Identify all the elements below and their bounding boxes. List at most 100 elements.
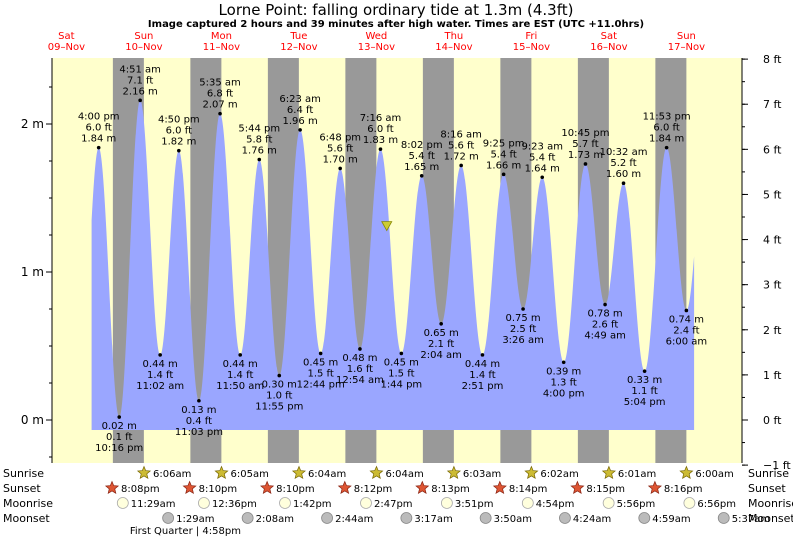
tide-point — [480, 353, 485, 357]
tide-m-label: 1.84 m — [81, 134, 116, 145]
tide-time-label: 1:44 pm — [380, 379, 422, 390]
moonset-icon — [559, 512, 571, 524]
sunset-time: 8:10pm — [276, 484, 315, 495]
tide-time-label: 8:16 am — [440, 129, 482, 140]
tide-time-label: 4:49 am — [584, 331, 626, 342]
tide-point — [664, 145, 669, 150]
tide-time-label: 11:03 pm — [175, 427, 223, 438]
day-label: Sun — [677, 31, 696, 42]
tide-ft-label: 2.6 ft — [592, 320, 618, 331]
moonset-row-label-right: Moonset — [748, 512, 793, 525]
moonset-icon — [241, 512, 254, 524]
tide-point — [642, 369, 647, 373]
right-tick-label: 8 ft — [763, 53, 782, 66]
tide-point — [439, 322, 443, 326]
tide-time-label: 4:00 pm — [543, 388, 585, 399]
moonset-time: 3:50am — [494, 514, 532, 525]
sunrise-icon — [524, 465, 539, 480]
sunrise-icon — [214, 465, 229, 480]
tide-point — [117, 415, 122, 419]
tide-time-label: 6:48 pm — [319, 132, 361, 143]
moonset-time: 1:29am — [176, 514, 214, 525]
tide-ft-label: 5.4 ft — [409, 151, 435, 162]
tide-point — [501, 172, 506, 177]
tide-ft-label: 7.1 ft — [127, 75, 153, 86]
date-label: 12–Nov — [280, 42, 317, 53]
moonrise-icon — [198, 497, 210, 509]
tide-time-label: 7:16 am — [360, 113, 402, 124]
tide-time-label: 4:51 am — [119, 64, 161, 75]
tide-m-label: 0.48 m — [342, 353, 377, 364]
moonrise-icon — [116, 497, 129, 509]
moonset-icon — [162, 512, 175, 524]
tide-m-label: 0.78 m — [587, 309, 622, 320]
day-label: Sat — [601, 31, 617, 42]
tide-m-label: 0.44 m — [465, 359, 500, 370]
moonrise-time: 2:47pm — [374, 499, 413, 510]
tide-time-label: 11:02 am — [136, 381, 184, 392]
tide-m-label: 0.74 m — [669, 314, 704, 325]
tide-ft-label: 6.0 ft — [653, 123, 679, 134]
moonset-time: 4:24am — [573, 514, 611, 525]
tide-ft-label: 5.6 ft — [448, 140, 474, 151]
tide-m-label: 1.64 m — [525, 163, 560, 174]
tide-time-label: 11:50 am — [216, 381, 264, 392]
tide-time-label: 5:04 pm — [624, 397, 666, 408]
tide-point — [338, 166, 342, 171]
moonrise-time: 6:56pm — [697, 499, 736, 510]
moonset-time: 4:59am — [652, 514, 690, 525]
tide-time-label: 2:51 pm — [462, 381, 504, 392]
tide-ft-label: 1.6 ft — [347, 364, 373, 375]
tide-point — [257, 157, 262, 162]
tide-ft-label: 5.8 ft — [246, 135, 272, 146]
tide-point — [378, 147, 383, 151]
right-tick-label: 2 ft — [763, 324, 782, 337]
sunrise-row-label-right: Sunrise — [748, 467, 789, 480]
tide-ft-label: 1.4 ft — [469, 370, 495, 381]
moonrise-icon — [521, 497, 534, 509]
sunset-icon — [415, 480, 430, 495]
sunset-icon — [570, 480, 585, 495]
tide-point — [603, 302, 607, 307]
tide-ft-label: 1.3 ft — [551, 377, 577, 388]
moonrise-icon — [683, 497, 696, 509]
tide-m-label: 1.66 m — [486, 160, 521, 171]
moonrise-time: 3:51pm — [455, 499, 494, 510]
tide-point — [318, 351, 323, 356]
tide-m-label: 1.73 m — [568, 150, 603, 161]
tide-m-label: 1.72 m — [444, 151, 479, 162]
tide-ft-label: 6.0 ft — [86, 123, 112, 134]
sunset-time: 8:08pm — [121, 484, 160, 495]
tide-ft-label: 2.1 ft — [428, 339, 454, 350]
sunrise-icon — [679, 465, 694, 480]
tide-time-label: 4:00 pm — [78, 112, 120, 123]
tide-ft-label: 0.1 ft — [106, 432, 132, 443]
chart-title: Lorne Point: falling ordinary tide at 1.… — [219, 1, 574, 19]
tide-m-label: 0.02 m — [102, 421, 137, 432]
right-tick-label: −1 ft — [763, 459, 791, 472]
tide-point — [684, 308, 689, 313]
tide-ft-label: 1.0 ft — [266, 391, 292, 402]
tide-time-label: 12:54 am — [336, 375, 384, 386]
right-tick-label: 7 ft — [763, 98, 782, 111]
tide-m-label: 0.30 m — [262, 380, 297, 391]
tide-ft-label: 1.5 ft — [307, 368, 333, 379]
sunset-icon — [104, 480, 120, 495]
tide-ft-label: 6.0 ft — [166, 126, 192, 137]
tide-m-label: 1.70 m — [323, 154, 358, 165]
tide-point — [583, 162, 588, 166]
moonset-icon — [717, 512, 730, 524]
tide-m-label: 2.07 m — [202, 100, 237, 111]
tide-m-label: 1.82 m — [161, 137, 196, 148]
axes: 0 m 1 m 2 m −1 ft 0 ft 1 ft 2 ft 3 ft 4 ft 5 ft 6 … — [21, 53, 792, 472]
right-tick-label: 1 ft — [763, 369, 782, 382]
sunrise-time: 6:05am — [231, 469, 269, 480]
sunrise-time: 6:02am — [540, 469, 578, 480]
tide-point — [158, 353, 162, 357]
tide-point — [399, 351, 404, 356]
tide-point — [177, 148, 181, 153]
date-label: 10–Nov — [125, 42, 162, 53]
tide-m-label: 0.44 m — [143, 359, 178, 370]
sunrise-row-label: Sunrise — [3, 467, 44, 480]
